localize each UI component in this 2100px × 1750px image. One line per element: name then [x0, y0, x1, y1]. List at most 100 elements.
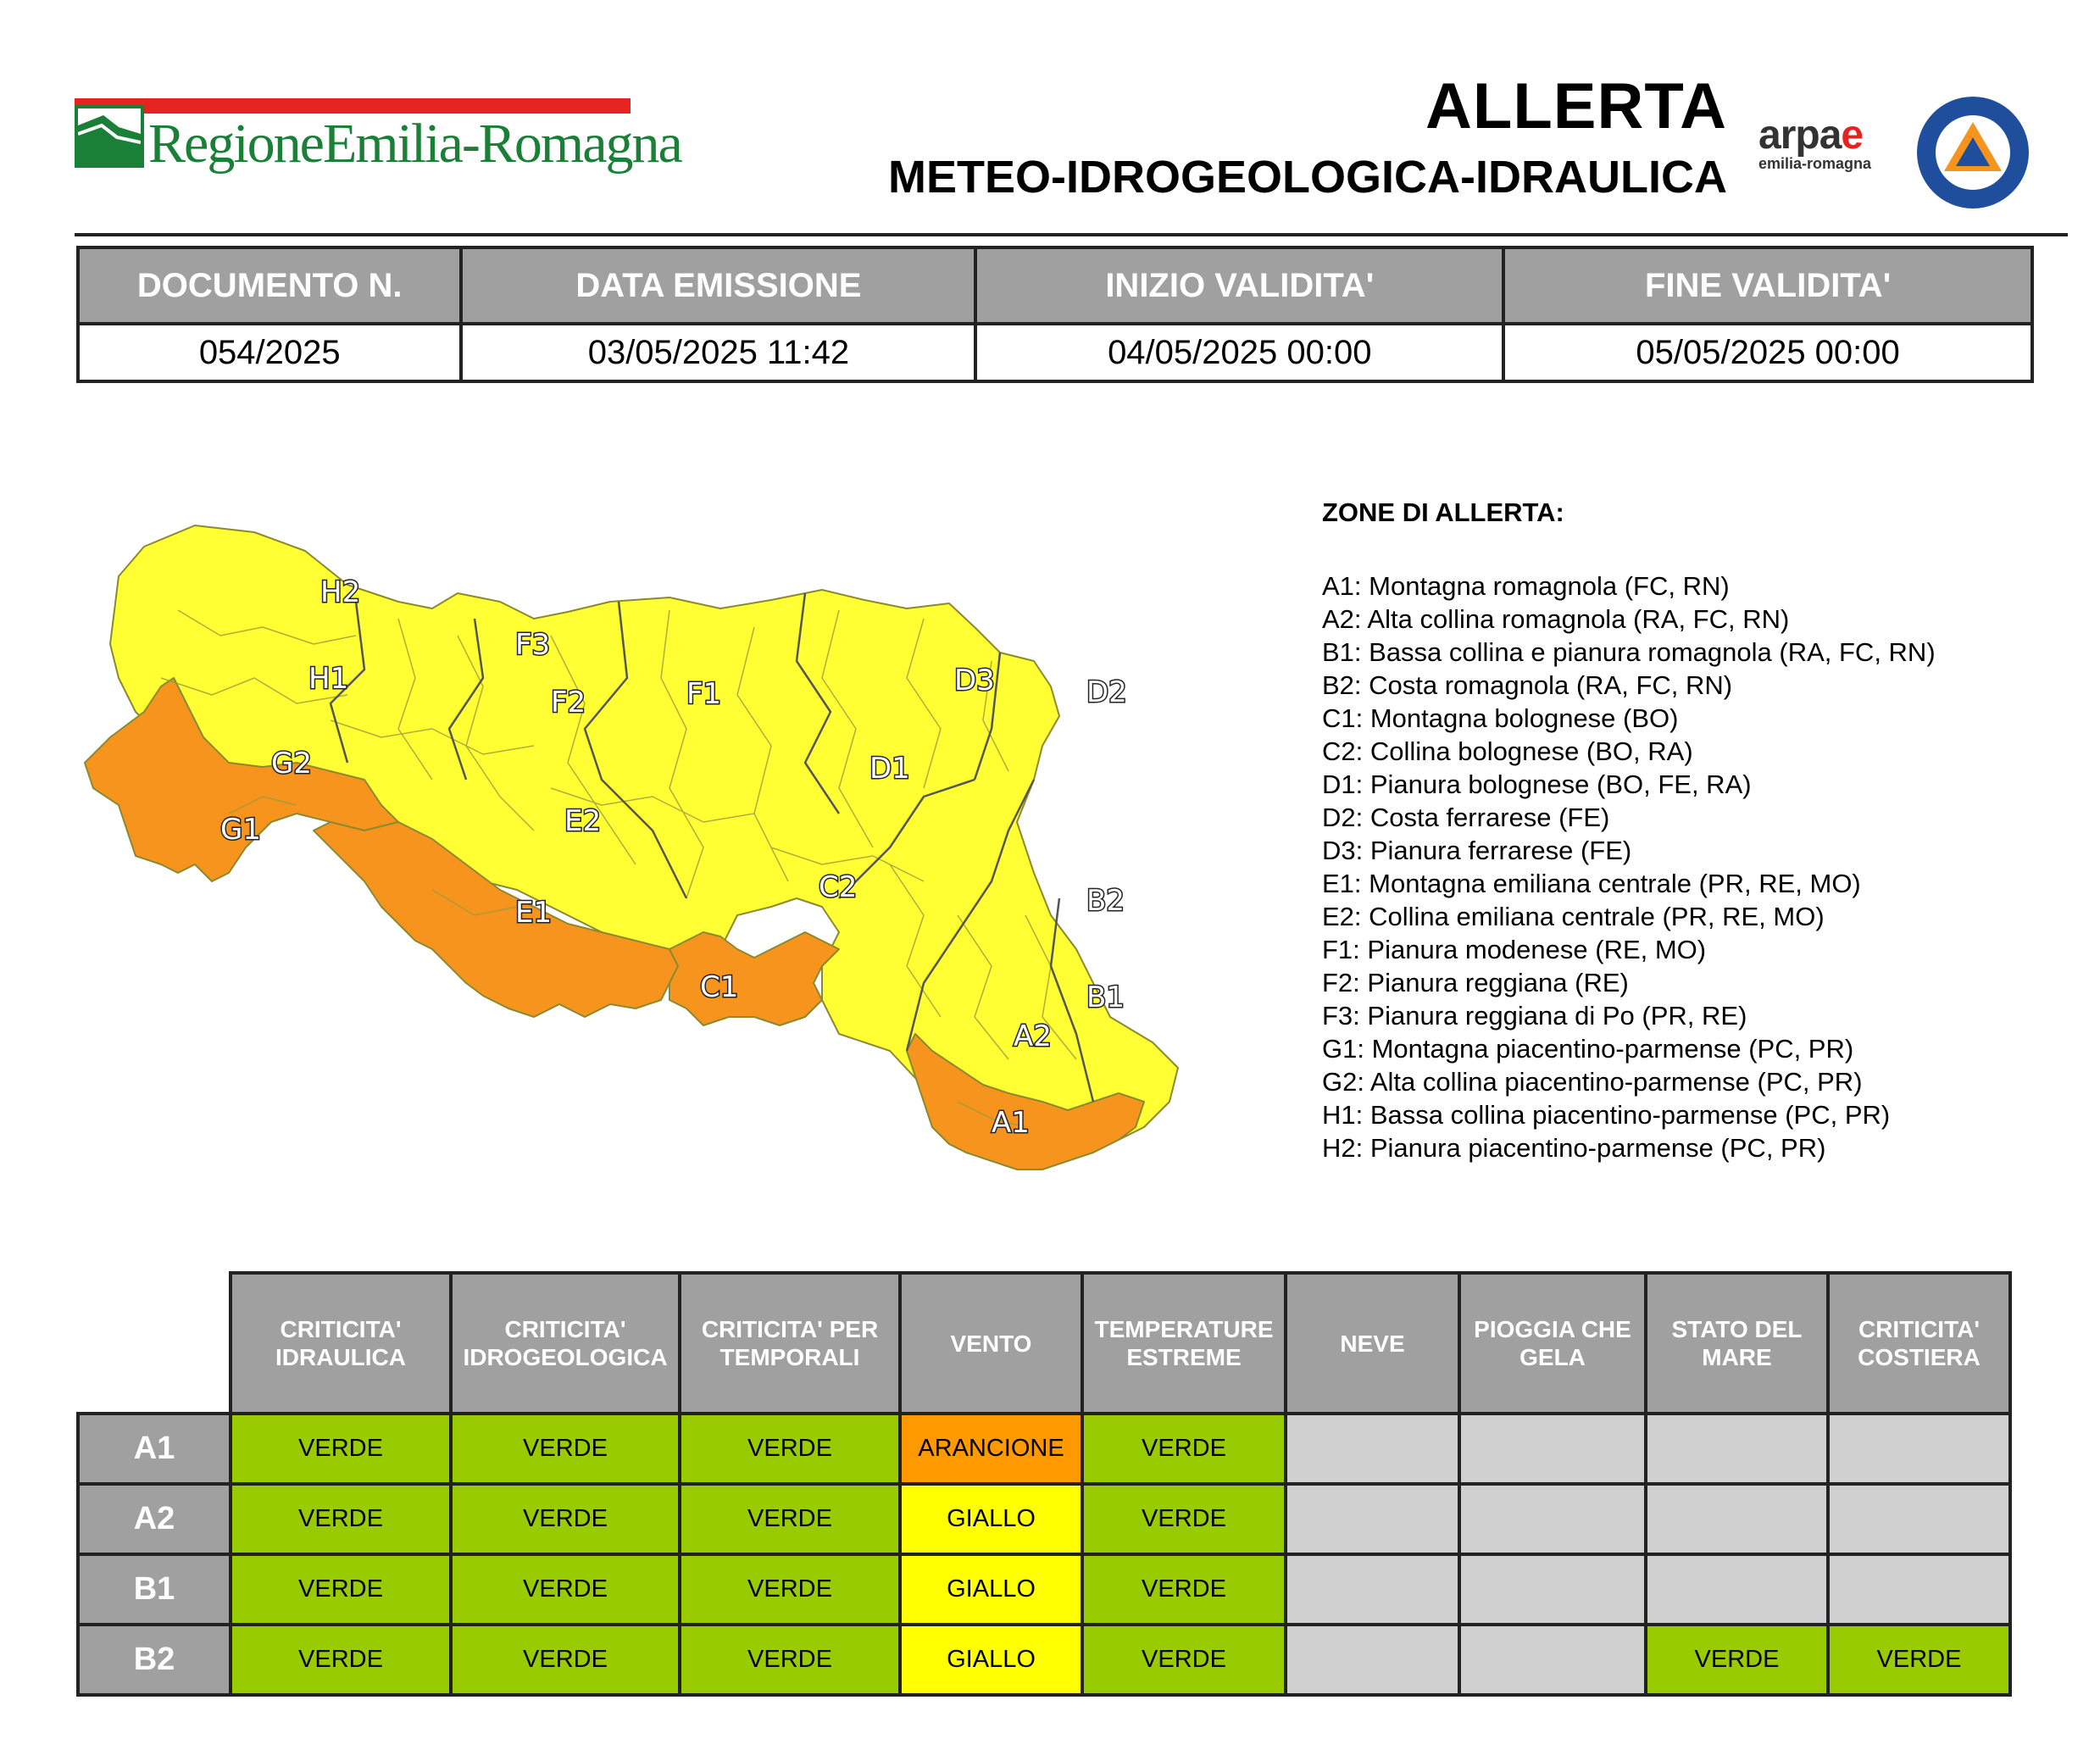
doc-header-start: INIZIO VALIDITA' [974, 246, 1506, 325]
level-cell-na [1644, 1482, 1830, 1556]
zone-item-d3: D3: Pianura ferrarese (FE) [1322, 836, 1632, 865]
row-zone-label: A2 [76, 1482, 232, 1556]
region-logo-icon [75, 105, 144, 168]
zone-item-e2: E2: Collina emiliana centrale (PR, RE, M… [1322, 902, 1825, 931]
level-cell: VERDE [229, 1482, 453, 1556]
map-label-c2: C2 [819, 870, 857, 904]
row-zone-label: A1 [76, 1412, 232, 1486]
zone-item-b2: B2: Costa romagnola (RA, FC, RN) [1322, 670, 1733, 700]
level-cell: VERDE [449, 1553, 681, 1626]
criticita-table: CRITICITA' IDRAULICA CRITICITA' IDROGEOL… [76, 1271, 2012, 1697]
level-cell: VERDE [1081, 1553, 1287, 1626]
level-cell-na [1284, 1412, 1461, 1486]
table-row: A1 VERDE VERDE VERDE ARANCIONE VERDE [76, 1412, 2012, 1486]
table-row: B2 VERDE VERDE VERDE GIALLO VERDE VERDE … [76, 1623, 2012, 1697]
level-cell-na [1284, 1553, 1461, 1626]
protezione-civile-logo-icon [1914, 93, 2032, 216]
map-label-a1: A1 [992, 1106, 1030, 1140]
col-header-idrogeologica: CRITICITA' IDROGEOLOGICA [449, 1271, 681, 1415]
doc-header-end: FINE VALIDITA' [1502, 246, 2034, 325]
level-cell: VERDE [449, 1412, 681, 1486]
level-cell: GIALLO [898, 1623, 1084, 1697]
alert-zones-legend: ZONE DI ALLERTA: A1: Montagna romagnola … [1322, 496, 1936, 1164]
map-label-f2: F2 [551, 686, 586, 719]
zone-item-f1: F1: Pianura modenese (RE, MO) [1322, 935, 1707, 964]
zone-item-g1: G1: Montagna piacentino-parmense (PC, PR… [1322, 1034, 1854, 1064]
level-cell: ARANCIONE [898, 1412, 1084, 1486]
doc-header-number: DOCUMENTO N. [75, 246, 464, 325]
level-cell-na [1458, 1553, 1647, 1626]
map-label-d1: D1 [869, 752, 910, 786]
map-label-f3: F3 [515, 628, 550, 662]
level-cell: VERDE [449, 1482, 681, 1556]
col-header-pioggia-gela: PIOGGIA CHE GELA [1458, 1271, 1647, 1415]
map-label-e2: E2 [564, 804, 601, 838]
map-label-h2: H2 [320, 575, 360, 609]
header-divider [75, 233, 2068, 236]
map-label-b1: B1 [1086, 981, 1125, 1014]
table-row: B1 VERDE VERDE VERDE GIALLO VERDE [76, 1553, 2012, 1626]
zone-item-g2: G2: Alta collina piacentino-parmense (PC… [1322, 1067, 1863, 1097]
level-cell: VERDE [449, 1623, 681, 1697]
level-cell-na [1458, 1412, 1647, 1486]
map-label-d2: D2 [1086, 675, 1127, 709]
level-cell: VERDE [678, 1482, 902, 1556]
map-label-c1: C1 [700, 970, 738, 1004]
col-header-temporali: CRITICITA' PER TEMPORALI [678, 1271, 902, 1415]
col-header-neve: NEVE [1284, 1271, 1461, 1415]
map-zone-a1 [906, 1033, 1145, 1170]
zone-item-h2: H2: Pianura piacentino-parmense (PC, PR) [1322, 1133, 1826, 1163]
zones-title: ZONE DI ALLERTA: [1322, 497, 1564, 527]
level-cell: VERDE [1826, 1623, 2012, 1697]
map-label-f1: F1 [686, 677, 721, 711]
doc-start-date: 04/05/2025 00:00 [974, 322, 1506, 383]
page-title: ALLERTA [1425, 70, 1727, 142]
map-zone-e1 [313, 821, 679, 1018]
zone-item-a2: A2: Alta collina romagnola (RA, FC, RN) [1322, 604, 1790, 634]
doc-number: 054/2025 [75, 322, 464, 383]
doc-header-emission: DATA EMISSIONE [459, 246, 978, 325]
level-cell: VERDE [1644, 1623, 1830, 1697]
level-cell: VERDE [678, 1553, 902, 1626]
zone-item-h1: H1: Bassa collina piacentino-parmense (P… [1322, 1100, 1891, 1130]
map-label-e1: E1 [515, 896, 552, 930]
row-zone-label: B1 [76, 1553, 232, 1626]
level-cell-na [1644, 1553, 1830, 1626]
zone-item-a1: A1: Montagna romagnola (FC, RN) [1322, 571, 1730, 601]
map-label-d3: D3 [954, 664, 995, 697]
region-logo-text: RegioneEmilia-Romagna [148, 113, 683, 175]
level-cell: GIALLO [898, 1482, 1084, 1556]
level-cell-na [1644, 1412, 1830, 1486]
table-row: A2 VERDE VERDE VERDE GIALLO VERDE [76, 1482, 2012, 1556]
level-cell: VERDE [678, 1623, 902, 1697]
zone-item-e1: E1: Montagna emiliana centrale (PR, RE, … [1322, 869, 1861, 898]
level-cell: GIALLO [898, 1553, 1084, 1626]
map-label-a2: A2 [1014, 1019, 1052, 1053]
level-cell: VERDE [678, 1412, 902, 1486]
map-label-g2: G2 [271, 747, 312, 781]
zone-item-f2: F2: Pianura reggiana (RE) [1322, 968, 1629, 997]
level-cell-na [1826, 1482, 2012, 1556]
criticita-corner [78, 1273, 231, 1414]
zone-item-d2: D2: Costa ferrarese (FE) [1322, 803, 1610, 832]
level-cell: VERDE [1081, 1482, 1287, 1556]
level-cell-na [1458, 1482, 1647, 1556]
map-label-h1: H1 [308, 662, 348, 696]
col-header-stato-mare: STATO DEL MARE [1644, 1271, 1830, 1415]
col-header-temperature: TEMPERATURE ESTREME [1081, 1271, 1287, 1415]
level-cell-na [1826, 1553, 2012, 1626]
level-cell-na [1284, 1482, 1461, 1556]
map-zone-c1 [669, 931, 840, 1026]
zone-item-c1: C1: Montagna bolognese (BO) [1322, 703, 1679, 733]
zone-item-d1: D1: Pianura bolognese (BO, FE, RA) [1322, 769, 1752, 799]
col-header-idraulica: CRITICITA' IDRAULICA [229, 1271, 453, 1415]
level-cell-na [1284, 1623, 1461, 1697]
page-subtitle: METEO-IDROGEOLOGICA-IDRAULICA [888, 152, 1727, 203]
level-cell: VERDE [229, 1553, 453, 1626]
col-header-costiera: CRITICITA' COSTIERA [1826, 1271, 2012, 1415]
map-label-b2: B2 [1086, 884, 1125, 918]
zone-item-c2: C2: Collina bolognese (BO, RA) [1322, 736, 1693, 766]
level-cell: VERDE [229, 1412, 453, 1486]
level-cell: VERDE [1081, 1623, 1287, 1697]
level-cell: VERDE [229, 1623, 453, 1697]
